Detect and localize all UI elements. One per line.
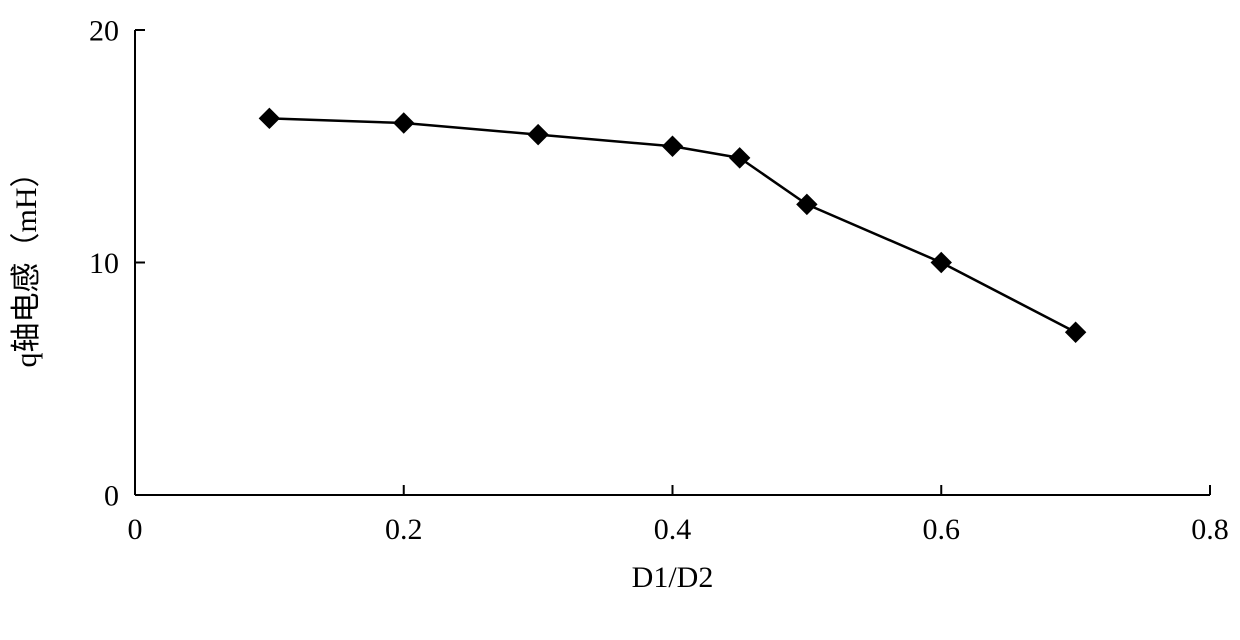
line-chart: 0 0.2 0.4 0.6 0.8 0 10 20 D1/D2 q轴电感（mH）: [0, 0, 1240, 640]
x-tick-label: 0.4: [654, 513, 692, 546]
y-tick-label: 10: [89, 247, 119, 280]
x-tick-label: 0.6: [923, 513, 961, 546]
x-tick-label: 0.8: [1191, 513, 1229, 546]
y-tick-label: 0: [104, 480, 119, 513]
x-tick-label: 0: [128, 513, 143, 546]
y-axis-label: q轴电感（mH）: [10, 158, 43, 368]
chart-container: 0 0.2 0.4 0.6 0.8 0 10 20 D1/D2 q轴电感（mH）: [0, 0, 1240, 640]
y-tick-label: 20: [89, 15, 119, 48]
x-axis-label: D1/D2: [632, 561, 714, 594]
x-tick-label: 0.2: [385, 513, 423, 546]
